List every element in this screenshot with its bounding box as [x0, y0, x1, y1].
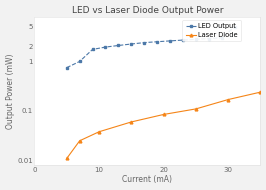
LED Output [117, 44, 120, 47]
LED Output [78, 60, 81, 63]
LED Output [181, 39, 185, 41]
LED Output [104, 46, 107, 48]
LED Output [233, 26, 236, 28]
Laser Diode [130, 121, 133, 123]
Line: Laser Diode: Laser Diode [65, 91, 262, 160]
Laser Diode [97, 131, 101, 133]
LED Output [168, 40, 172, 42]
Laser Diode [227, 98, 230, 101]
LED Output [156, 41, 159, 43]
Laser Diode [65, 157, 68, 160]
Laser Diode [162, 113, 165, 116]
LED Output [91, 48, 94, 51]
Line: LED Output: LED Output [65, 25, 236, 69]
LED Output [143, 41, 146, 44]
LED Output [220, 37, 223, 39]
Laser Diode [194, 108, 197, 110]
Y-axis label: Output Power (mW): Output Power (mW) [6, 53, 15, 129]
Laser Diode [259, 91, 262, 93]
LED Output [194, 38, 197, 40]
LED Output [207, 37, 210, 40]
Title: LED vs Laser Diode Output Power: LED vs Laser Diode Output Power [72, 6, 223, 15]
Legend: LED Output, Laser Diode: LED Output, Laser Diode [182, 20, 241, 41]
LED Output [65, 66, 68, 69]
Laser Diode [78, 140, 81, 142]
LED Output [130, 43, 133, 45]
X-axis label: Current (mA): Current (mA) [122, 175, 172, 184]
